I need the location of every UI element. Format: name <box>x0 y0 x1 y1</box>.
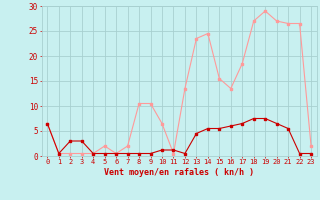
X-axis label: Vent moyen/en rafales ( kn/h ): Vent moyen/en rafales ( kn/h ) <box>104 168 254 177</box>
